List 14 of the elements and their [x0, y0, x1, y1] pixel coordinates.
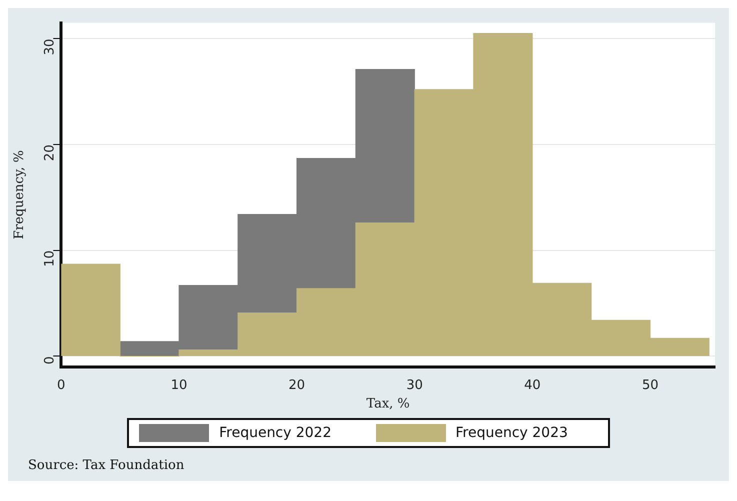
x-tick-label: 10	[170, 378, 188, 393]
y-tick-label: 0	[42, 356, 58, 364]
source-note: Source: Tax Foundation	[28, 458, 186, 473]
y-axis-title: Frequency, %	[12, 150, 28, 240]
legend-label: Frequency 2023	[456, 425, 568, 441]
x-tick-label: 30	[406, 378, 423, 393]
x-tick-label: 50	[642, 378, 658, 393]
x-tick-label: 40	[524, 378, 541, 393]
y-tick-label: 10	[42, 250, 58, 267]
legend-label: Frequency 2022	[219, 425, 332, 441]
x-axis-title: Tax, %	[366, 396, 410, 412]
x-tick-label: 20	[288, 378, 306, 393]
y-tick-label: 30	[42, 38, 58, 56]
y-tick-label: 20	[42, 144, 58, 162]
